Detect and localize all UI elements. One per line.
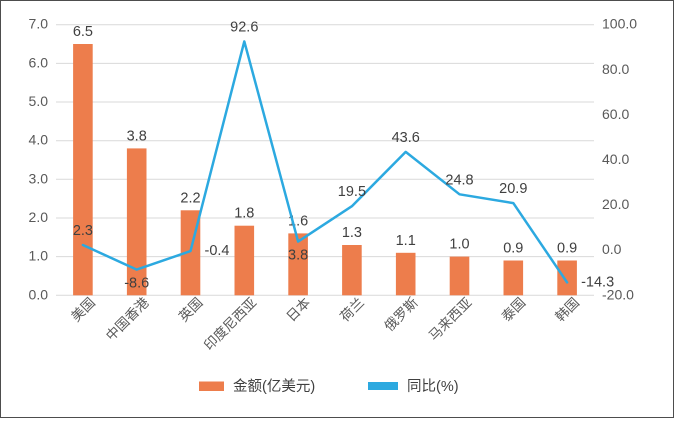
- svg-text:0.9: 0.9: [503, 241, 523, 257]
- svg-text:-14.3: -14.3: [581, 274, 614, 290]
- svg-text:-0.4: -0.4: [205, 243, 230, 259]
- svg-text:1.0: 1.0: [29, 248, 49, 264]
- svg-text:20.9: 20.9: [499, 181, 527, 197]
- svg-text:0.9: 0.9: [557, 241, 577, 257]
- svg-text:5.0: 5.0: [29, 93, 49, 109]
- svg-text:80.0: 80.0: [602, 61, 629, 77]
- svg-text:43.6: 43.6: [392, 130, 420, 146]
- svg-text:1.0: 1.0: [449, 237, 469, 253]
- svg-text:6.5: 6.5: [73, 24, 93, 40]
- svg-text:1.8: 1.8: [234, 206, 254, 222]
- svg-text:92.6: 92.6: [230, 19, 258, 35]
- svg-text:2.2: 2.2: [180, 190, 200, 206]
- svg-text:2.3: 2.3: [73, 223, 93, 239]
- svg-text:3.0: 3.0: [29, 170, 49, 186]
- svg-text:金额(亿美元): 金额(亿美元): [233, 378, 315, 395]
- svg-text:0.0: 0.0: [602, 241, 622, 257]
- svg-text:40.0: 40.0: [602, 151, 629, 167]
- svg-text:1.3: 1.3: [342, 225, 362, 241]
- svg-text:2.0: 2.0: [29, 209, 49, 225]
- svg-text:60.0: 60.0: [602, 106, 629, 122]
- svg-text:100.0: 100.0: [602, 16, 637, 32]
- svg-text:-8.6: -8.6: [124, 276, 149, 292]
- svg-text:0.0: 0.0: [29, 286, 49, 302]
- svg-text:7.0: 7.0: [29, 16, 49, 32]
- svg-text:同比(%): 同比(%): [407, 378, 459, 395]
- svg-text:20.0: 20.0: [602, 196, 629, 212]
- svg-text:6.0: 6.0: [29, 54, 49, 70]
- svg-text:24.8: 24.8: [445, 172, 473, 188]
- svg-text:19.5: 19.5: [338, 184, 366, 200]
- svg-text:1.1: 1.1: [396, 233, 416, 249]
- svg-text:3.8: 3.8: [288, 248, 308, 264]
- svg-text:4.0: 4.0: [29, 132, 49, 148]
- svg-text:3.8: 3.8: [127, 128, 147, 144]
